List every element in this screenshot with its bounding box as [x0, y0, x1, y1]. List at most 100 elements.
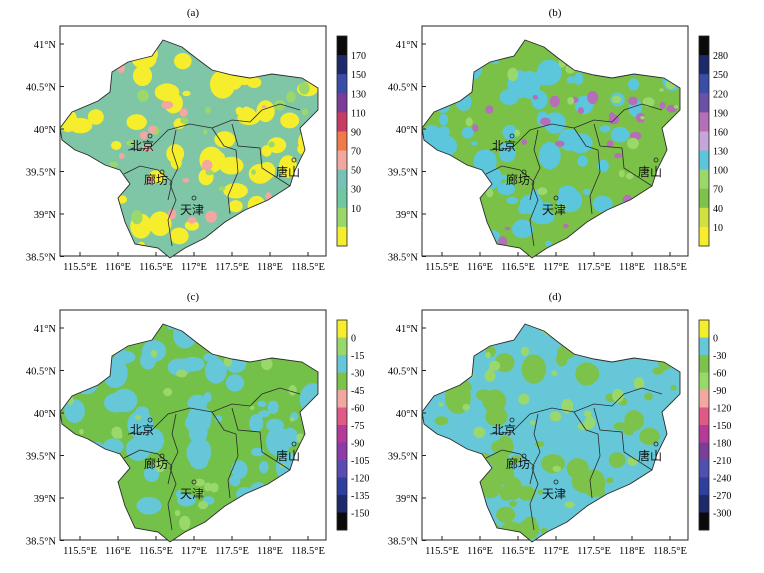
- field-patch: [627, 456, 638, 466]
- field-patch: [510, 455, 523, 464]
- field-patch: [503, 476, 523, 500]
- field-patch: [571, 470, 597, 493]
- colorbar-segment: [699, 495, 709, 513]
- x-tick-label: 117°E: [543, 262, 569, 273]
- field-patch: [599, 125, 611, 133]
- field-patch: [659, 88, 664, 92]
- colorbar-segment: [699, 425, 709, 443]
- field-patch: [575, 362, 598, 386]
- x-tick-label: 116°E: [105, 546, 131, 557]
- colorbar-segment: [337, 131, 347, 151]
- field-patch: [438, 113, 449, 126]
- field-patch: [249, 414, 264, 432]
- field-patch: [608, 452, 626, 468]
- field-patch: [566, 76, 575, 84]
- field-patch: [633, 377, 645, 390]
- colorbar-segment: [337, 512, 347, 531]
- colorbar-frame: [336, 35, 348, 247]
- province-border: [529, 129, 541, 247]
- colorbar-segment: [337, 169, 347, 190]
- city-label-tianjin: 天津: [542, 203, 566, 217]
- field-patch: [218, 186, 226, 191]
- field-patch: [117, 195, 127, 204]
- field-patch: [190, 456, 208, 470]
- field-patch: [203, 352, 218, 362]
- panel-label: (b): [549, 7, 562, 19]
- field-patch: [155, 460, 166, 473]
- x-tick-label: 116.5°E: [139, 262, 173, 273]
- colorbar-segment: [337, 207, 347, 228]
- field-patch: [530, 208, 555, 225]
- colorbar-segment: [337, 425, 347, 443]
- field-patch: [267, 137, 287, 154]
- field-patch: [179, 515, 191, 531]
- field-patch: [512, 219, 534, 239]
- colorbar-segment: [699, 36, 709, 56]
- field-patch: [537, 187, 548, 195]
- field-patch: [251, 447, 265, 457]
- city-marker-langfang: [521, 169, 527, 175]
- field-patch: [203, 392, 212, 403]
- colorbar-tick-label: 220: [713, 89, 728, 100]
- x-tick-label: 117°E: [543, 546, 569, 557]
- colorbar-segment: [699, 74, 709, 94]
- city-label-beijing: 北京: [492, 423, 516, 437]
- field-patch: [109, 161, 118, 168]
- colorbar-tick-label: -240: [713, 474, 731, 485]
- field-patch: [472, 124, 479, 132]
- field-patch: [490, 451, 510, 470]
- colorbar-tick-label: 170: [351, 51, 366, 62]
- x-tick-label: 117.5°E: [215, 262, 249, 273]
- field-patch: [214, 415, 223, 423]
- field-patch: [131, 210, 143, 225]
- colorbar-tick-label: 160: [713, 128, 728, 139]
- colorbar-segment: [337, 355, 347, 373]
- field-patch: [517, 485, 536, 501]
- field-patch: [611, 95, 622, 104]
- field-patch: [614, 153, 622, 159]
- colorbar-tick-label: -180: [713, 439, 731, 450]
- colorbar-tick-label: 10: [351, 204, 361, 215]
- colorbar-segment: [699, 207, 709, 228]
- field-patch: [530, 420, 535, 425]
- colorbar-tick-label: 70: [713, 185, 723, 196]
- field-patch: [506, 196, 518, 204]
- city-label-tianjin: 天津: [180, 487, 204, 501]
- field-patch: [179, 108, 188, 118]
- y-tick-label: 38.5°N: [388, 253, 419, 264]
- x-tick-label: 118°E: [257, 546, 283, 557]
- colorbar-tick-label: 150: [351, 70, 366, 81]
- field-patch: [184, 220, 199, 231]
- field-patch: [473, 426, 486, 438]
- field-patch: [203, 129, 208, 135]
- city-label-tangshan: 唐山: [276, 448, 300, 463]
- field-patch: [507, 67, 519, 82]
- x-tick-label: 116.5°E: [501, 546, 535, 557]
- colorbar-tick-label: -150: [351, 509, 369, 520]
- city-label-beijing: 北京: [492, 139, 516, 153]
- colorbar: 0 -30 -60 -90 -120 -150 -180 -210 -240 -270 -300: [698, 319, 731, 531]
- field-patch: [509, 500, 517, 507]
- colorbar: 170 150 130 110 90 70 50 30 10: [336, 35, 366, 247]
- province-border: [123, 449, 173, 485]
- y-tick-label: 39°N: [396, 494, 419, 505]
- field-patch: [461, 127, 474, 139]
- field-patch: [174, 510, 181, 517]
- field-patch: [231, 460, 248, 479]
- field-patch: [544, 240, 553, 247]
- field-patch: [521, 354, 547, 384]
- province-border: [485, 449, 535, 485]
- y-tick-label: 40°N: [396, 409, 419, 420]
- field-patch: [257, 400, 267, 407]
- colorbar-segment: [699, 93, 709, 113]
- field-patch: [438, 402, 444, 407]
- colorbar-segment: [337, 390, 347, 408]
- city-marker-beijing: [147, 133, 153, 139]
- field-patch: [187, 216, 197, 224]
- field-patch: [524, 516, 537, 525]
- city-marker-beijing: [147, 417, 153, 423]
- colorbar-segment: [699, 442, 709, 461]
- field-patch: [280, 112, 300, 129]
- field-patch: [555, 140, 565, 147]
